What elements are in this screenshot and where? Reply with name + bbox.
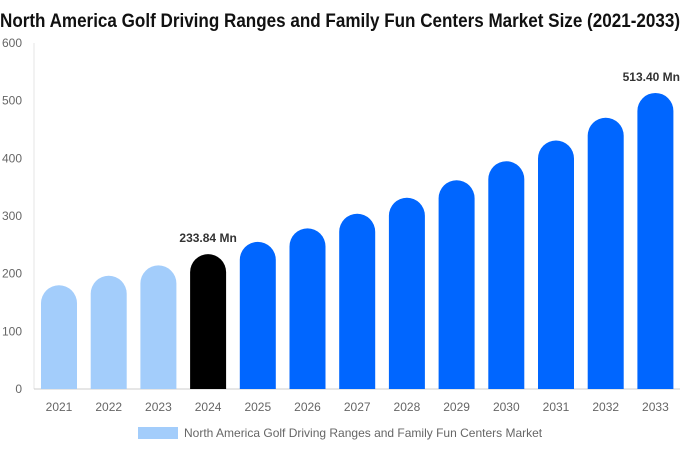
y-tick-label: 600 xyxy=(2,36,22,50)
x-tick-label: 2028 xyxy=(394,400,421,414)
y-tick-label: 200 xyxy=(2,267,22,281)
data-label: 233.84 Mn xyxy=(179,231,236,245)
x-tick-label: 2029 xyxy=(443,400,470,414)
y-tick-label: 400 xyxy=(2,151,22,165)
bar-2029[interactable] xyxy=(438,180,475,389)
x-tick-label: 2023 xyxy=(145,400,172,414)
chart-title: North America Golf Driving Ranges and Fa… xyxy=(0,11,680,32)
y-tick-label: 0 xyxy=(15,382,22,396)
bar-2025[interactable] xyxy=(239,241,276,389)
legend-swatch xyxy=(138,427,178,439)
bar-2021[interactable] xyxy=(41,285,77,389)
bar-2031[interactable] xyxy=(538,140,574,389)
x-tick-label: 2033 xyxy=(642,400,669,414)
bar-2028[interactable] xyxy=(388,197,425,389)
bar-2026[interactable] xyxy=(289,228,326,389)
x-tick-label: 2025 xyxy=(244,400,271,414)
data-label: 513.40 Mn xyxy=(623,70,680,84)
legend[interactable]: North America Golf Driving Ranges and Fa… xyxy=(138,426,543,440)
y-tick-label: 500 xyxy=(2,94,22,108)
x-tick-label: 2032 xyxy=(592,400,619,414)
bar-2022[interactable] xyxy=(90,275,127,389)
y-tick-label: 300 xyxy=(2,209,22,223)
legend-label: North America Golf Driving Ranges and Fa… xyxy=(184,426,543,440)
x-tick-label: 2022 xyxy=(95,400,122,414)
bar-2032[interactable] xyxy=(587,117,624,389)
x-tick-label: 2030 xyxy=(493,400,520,414)
x-tick-label: 2026 xyxy=(294,400,321,414)
bar-2027[interactable] xyxy=(339,213,376,389)
x-tick-label: 2024 xyxy=(195,400,222,414)
bar-2033[interactable] xyxy=(637,92,674,389)
bar-2023[interactable] xyxy=(140,265,177,389)
bar-2030[interactable] xyxy=(488,161,525,389)
y-tick-label: 100 xyxy=(2,324,22,338)
x-tick-label: 2027 xyxy=(344,400,371,414)
bar-2024[interactable] xyxy=(190,254,227,389)
x-tick-label: 2031 xyxy=(543,400,570,414)
x-tick-label: 2021 xyxy=(46,400,73,414)
